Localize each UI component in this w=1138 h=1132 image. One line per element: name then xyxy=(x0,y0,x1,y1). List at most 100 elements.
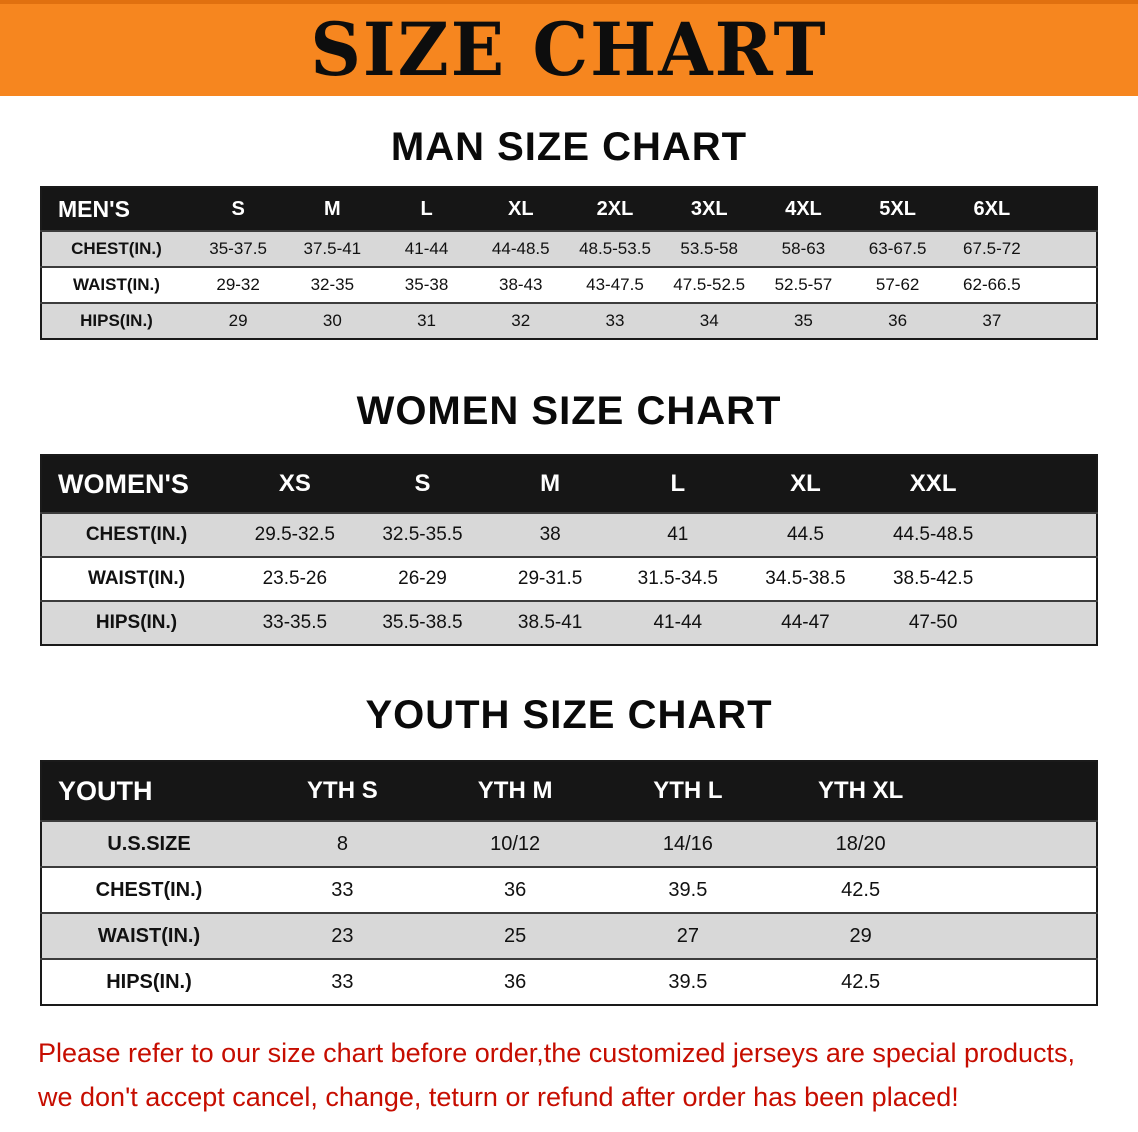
size-header-cell: XL xyxy=(507,197,534,220)
youth-size-table: YOUTH YTH S YTH M YTH L YTH XL U.S.SIZE 8 10/12… xyxy=(40,760,1098,1006)
value-cell: 44-48.5 xyxy=(491,239,550,258)
table-title-cell: WOMEN'S xyxy=(58,468,189,499)
value-cell: 33 xyxy=(331,878,354,901)
value-cell: 32 xyxy=(511,311,531,330)
value-cell: 23 xyxy=(331,924,354,947)
value-cell: 42.5 xyxy=(841,878,881,901)
value-cell: 29-32 xyxy=(216,275,260,294)
value-cell: 43-47.5 xyxy=(586,275,644,294)
table-header-row: WOMEN'S XS S M L XL XXL xyxy=(41,455,1097,513)
value-cell: 67.5-72 xyxy=(963,239,1021,258)
table-row: U.S.SIZE 8 10/12 14/16 18/20 xyxy=(41,821,1097,867)
size-header-cell: L xyxy=(420,197,433,220)
row-label-cell: WAIST(IN.) xyxy=(73,275,160,294)
row-label-cell: WAIST(IN.) xyxy=(97,924,201,947)
value-cell: 37 xyxy=(982,311,1002,330)
size-header-cell: YTH L xyxy=(653,777,723,804)
value-cell: 31 xyxy=(417,311,436,330)
table-row: WAIST(IN.) 23 25 27 29 xyxy=(41,913,1097,959)
value-cell: 58-63 xyxy=(781,239,826,258)
value-cell: 29 xyxy=(849,924,872,947)
women-section: WOMEN SIZE CHART WOMEN'S XS S M L XL XXL CHEST(… xyxy=(0,388,1138,646)
value-cell: 36 xyxy=(888,311,908,330)
value-cell: 42.5 xyxy=(841,970,881,993)
row-label-cell: HIPS(IN.) xyxy=(106,970,192,993)
banner: SIZE CHART xyxy=(0,0,1138,96)
value-cell: 37.5-41 xyxy=(303,239,362,258)
value-cell: 30 xyxy=(322,311,342,330)
value-cell: 41-44 xyxy=(653,612,703,633)
table-title-cell: MEN'S xyxy=(58,195,130,222)
size-header-cell: 2XL xyxy=(596,197,634,220)
value-cell: 53.5-58 xyxy=(680,239,739,258)
notice-line-1: Please refer to our size chart before or… xyxy=(38,1038,1076,1068)
spacer-cell xyxy=(947,959,1097,1005)
youth-section-heading: YOUTH SIZE CHART xyxy=(365,693,773,737)
value-cell: 52.5-57 xyxy=(774,275,833,294)
spacer-cell xyxy=(1039,267,1097,303)
value-cell: 39.5 xyxy=(668,970,708,993)
women-size-table: WOMEN'S XS S M L XL XXL CHEST(IN.) 29.5-32.5 32.5… xyxy=(40,454,1098,646)
value-cell: 41-44 xyxy=(404,239,449,258)
value-cell: 47-50 xyxy=(908,612,958,633)
footer-notice: Please refer to our size chart before or… xyxy=(38,1032,1100,1119)
size-header-cell: S xyxy=(414,470,431,497)
value-cell: 36 xyxy=(504,970,527,993)
value-cell: 44.5-48.5 xyxy=(892,524,974,545)
table-row: WAIST(IN.) 29-32 32-35 35-38 38-43 43-47.5 47.… xyxy=(41,267,1097,303)
spacer-cell xyxy=(1039,303,1097,339)
value-cell: 14/16 xyxy=(662,832,713,855)
value-cell: 48.5-53.5 xyxy=(579,239,651,258)
value-cell: 29.5-32.5 xyxy=(254,524,335,545)
value-cell: 39.5 xyxy=(668,878,708,901)
row-label-cell: HIPS(IN.) xyxy=(80,311,153,330)
value-cell: 35-37.5 xyxy=(209,239,267,258)
size-header-cell: YTH S xyxy=(307,777,378,804)
size-header-cell: XL xyxy=(790,470,821,497)
table-header-row: YOUTH YTH S YTH M YTH L YTH XL xyxy=(41,761,1097,821)
value-cell: 31.5-34.5 xyxy=(637,568,718,589)
row-label-cell: WAIST(IN.) xyxy=(87,568,186,589)
size-header-cell: M xyxy=(323,197,341,220)
value-cell: 62-66.5 xyxy=(963,275,1021,294)
value-cell: 57-62 xyxy=(875,275,920,294)
table-row: CHEST(IN.) 35-37.5 37.5-41 41-44 44-48.5 48.5… xyxy=(41,231,1097,267)
row-label-cell: CHEST(IN.) xyxy=(85,524,188,545)
spacer-cell xyxy=(1039,231,1097,267)
spacer-cell xyxy=(1039,187,1097,231)
men-section-heading: MAN SIZE CHART xyxy=(390,125,748,169)
value-cell: 32-35 xyxy=(310,275,355,294)
page-title: SIZE CHART xyxy=(310,5,828,94)
notice-line-2: we don't accept cancel, change, teturn o… xyxy=(38,1081,959,1112)
value-cell: 29 xyxy=(228,311,248,330)
size-header-cell: L xyxy=(670,470,686,497)
size-header-cell: 5XL xyxy=(879,197,916,220)
value-cell: 36 xyxy=(504,878,527,901)
youth-section: YOUTH SIZE CHART YOUTH YTH S YTH M YTH L YTH… xyxy=(0,692,1138,1006)
size-header-cell: YTH M xyxy=(477,777,553,804)
men-section: MAN SIZE CHART MEN'S S M L XL 2XL 3XL 4XL 5XL 6XL… xyxy=(0,124,1138,340)
value-cell: 34 xyxy=(699,311,719,330)
value-cell: 25 xyxy=(504,924,527,947)
value-cell: 38.5-41 xyxy=(517,612,583,633)
value-cell: 33 xyxy=(331,970,354,993)
men-size-table: MEN'S S M L XL 2XL 3XL 4XL 5XL 6XL CHEST(IN.) 35-37… xyxy=(40,186,1098,340)
value-cell: 27 xyxy=(676,924,699,947)
size-header-cell: YTH XL xyxy=(817,777,904,804)
value-cell: 10/12 xyxy=(490,832,541,855)
spacer-cell xyxy=(947,913,1097,959)
value-cell: 34.5-38.5 xyxy=(765,568,846,589)
row-label-cell: HIPS(IN.) xyxy=(95,612,178,633)
value-cell: 38-43 xyxy=(499,275,543,294)
spacer-cell xyxy=(947,761,1097,821)
row-label-cell: CHEST(IN.) xyxy=(71,239,162,258)
value-cell: 18/20 xyxy=(835,832,886,855)
spacer-cell xyxy=(997,455,1097,513)
size-header-cell: 4XL xyxy=(785,197,822,220)
spacer-cell xyxy=(947,821,1097,867)
value-cell: 33-35.5 xyxy=(262,612,328,633)
size-header-cell: XXL xyxy=(909,470,957,497)
size-header-cell: XS xyxy=(278,470,311,497)
value-cell: 41 xyxy=(667,524,689,545)
